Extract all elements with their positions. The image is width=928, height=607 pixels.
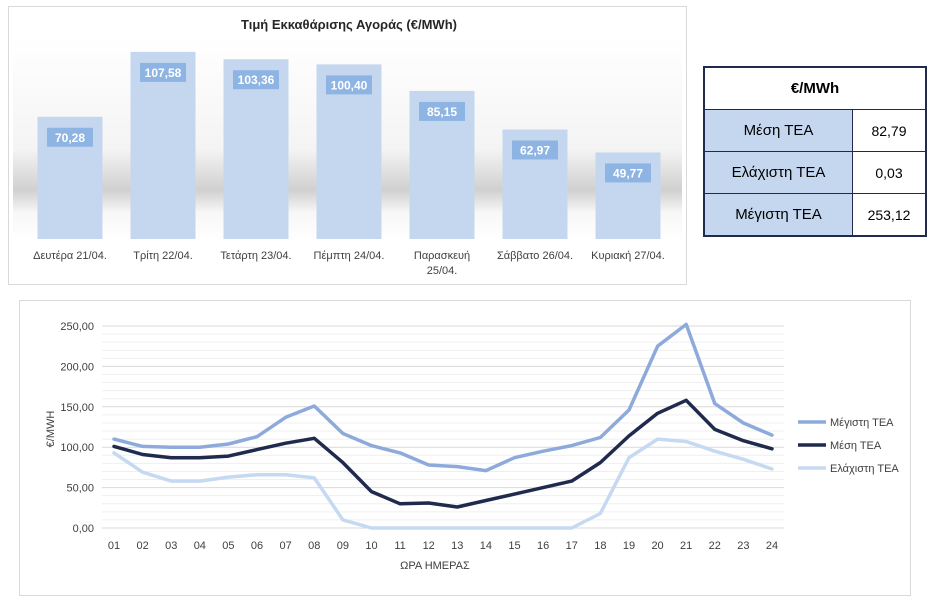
bar-value-label-1: 70,28 <box>55 131 85 145</box>
stats-table: €/MWh Μέση ΤΕΑ 82,79 Ελάχιστη ΤΕΑ 0,03 Μ… <box>703 66 927 237</box>
bar-category-label-3: Τετάρτη 23/04. <box>220 250 291 262</box>
y-tick-label: 50,00 <box>66 483 94 495</box>
bar-value-label-6: 62,97 <box>520 143 550 157</box>
x-tick-label: 12 <box>423 540 435 552</box>
bar-label-box-7 <box>605 163 651 183</box>
x-tick-label: 04 <box>194 540 206 552</box>
y-tick-label: 250,00 <box>60 321 94 333</box>
x-tick-label: 14 <box>480 540 492 552</box>
series-line-max <box>112 322 774 473</box>
x-tick-label: 19 <box>623 540 635 552</box>
y-tick-label: 0,00 <box>73 523 94 535</box>
line-chart-panel: 0,00 50,00 100,00 150,00 200,00 250,00 01 02 03… <box>19 300 911 596</box>
bar-category-label-5: Παρασκευή <box>414 250 470 262</box>
bar-label-box-3 <box>233 70 279 90</box>
bar-value-label-7: 49,77 <box>613 166 643 180</box>
x-tick-label: 05 <box>222 540 234 552</box>
x-tick-label: 10 <box>365 540 377 552</box>
x-tick-label: 03 <box>165 540 177 552</box>
x-tick-label: 06 <box>251 540 263 552</box>
bar-label-box-5 <box>419 101 465 121</box>
series-line-mean <box>112 398 774 509</box>
series-line-min <box>112 437 774 530</box>
chart-title: Τιμή Εκκαθάρισης Αγοράς (€/MWh) <box>241 17 457 32</box>
x-tick-label: 01 <box>108 540 120 552</box>
legend-max-label: Μέγιστη ΤΕΑ <box>830 417 894 429</box>
bar-value-label-4: 100,40 <box>331 78 368 92</box>
bar-label-box-2 <box>140 62 186 82</box>
min-value: 0,03 <box>852 151 927 194</box>
bar-category-label-5-line-2: 25/04. <box>427 265 458 277</box>
bar-label-box-1 <box>47 127 93 147</box>
x-tick-label: 02 <box>136 540 148 552</box>
x-tick-label: 23 <box>737 540 749 552</box>
x-tick-label: 13 <box>451 540 463 552</box>
bar-2 <box>130 51 196 240</box>
legend-min-label: Ελάχιστη ΤΕΑ <box>830 463 899 475</box>
bar-category-label-4: Πέμπτη 24/04. <box>314 250 385 262</box>
max-label: Μέγιστη ΤΕΑ <box>703 193 853 237</box>
bar-label-box-6 <box>512 140 558 160</box>
x-tick-label: 09 <box>337 540 349 552</box>
min-label: Ελάχιστη ΤΕΑ <box>703 151 853 194</box>
table-row-mean: Μέση ΤΕΑ 82,79 <box>703 109 927 152</box>
y-tick-label: 200,00 <box>60 361 94 373</box>
y-tick-label: 150,00 <box>60 402 94 414</box>
bar-value-label-5: 85,15 <box>427 105 457 119</box>
x-tick-label: 07 <box>280 540 292 552</box>
table-header: €/MWh <box>703 66 927 110</box>
table-header-row: €/MWh <box>703 66 927 110</box>
bar-chart: Τιμή Εκκαθάρισης Αγοράς (€/MWh) 70,28 Δευ… <box>13 12 682 277</box>
chart-title-box <box>221 12 491 36</box>
x-tick-label: 22 <box>709 540 721 552</box>
bar-label-box-4 <box>326 75 372 95</box>
bar-value-label-2: 107,58 <box>145 66 182 80</box>
bar-category-label-6: Σάββατο 26/04. <box>497 250 573 262</box>
x-tick-label: 24 <box>766 540 778 552</box>
line-chart: 0,00 50,00 100,00 150,00 200,00 250,00 01 02 03… <box>45 321 899 572</box>
table-row-max: Μέγιστη ΤΕΑ 253,12 <box>703 193 927 237</box>
x-axis-label: ΩΡΑ ΗΜΕΡΑΣ <box>400 560 470 572</box>
mean-label: Μέση ΤΕΑ <box>703 109 853 152</box>
bar-category-label-1: Δευτέρα 21/04. <box>33 250 107 262</box>
x-tick-label: 17 <box>566 540 578 552</box>
bar-category-label-2: Τρίτη 22/04. <box>133 250 193 262</box>
mean-value: 82,79 <box>852 109 927 152</box>
max-value: 253,12 <box>852 193 927 237</box>
x-tick-label: 08 <box>308 540 320 552</box>
bar-chart-panel: Τιμή Εκκαθάρισης Αγοράς (€/MWh) 70,28 Δευ… <box>8 6 687 285</box>
bar-category-label-7: Κυριακή 27/04. <box>591 250 665 262</box>
x-tick-label: 16 <box>537 540 549 552</box>
x-tick-label: 18 <box>594 540 606 552</box>
x-tick-label: 21 <box>680 540 692 552</box>
x-tick-label: 15 <box>508 540 520 552</box>
x-tick-label: 11 <box>394 540 405 552</box>
y-tick-label: 100,00 <box>60 442 94 454</box>
legend-mean-label: Μέση ΤΕΑ <box>830 440 882 452</box>
bar-value-label-3: 103,36 <box>238 73 275 87</box>
table-row-min: Ελάχιστη ΤΕΑ 0,03 <box>703 151 927 194</box>
y-axis-label: €/MWH <box>45 411 57 448</box>
x-tick-label: 20 <box>651 540 663 552</box>
